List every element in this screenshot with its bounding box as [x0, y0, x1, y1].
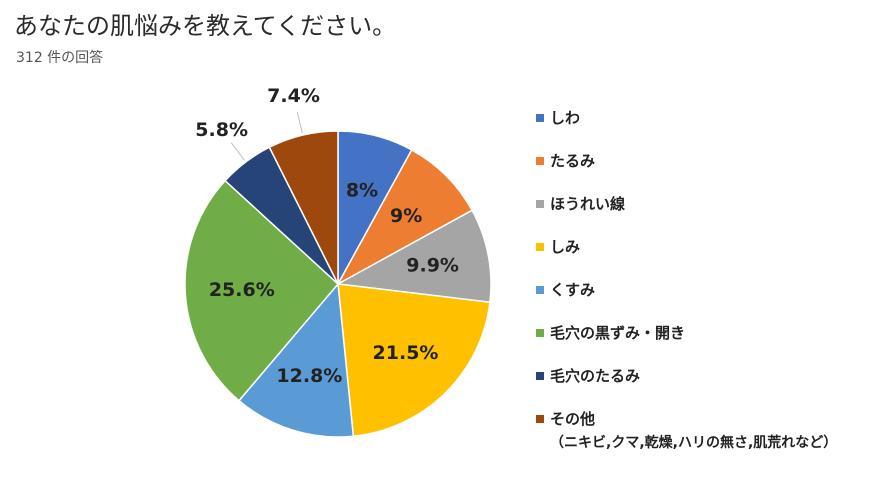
- pie-slice: [336, 148, 474, 286]
- data-label: 7.4%: [267, 85, 320, 107]
- legend-label: しわ: [550, 109, 581, 127]
- data-label: 25.6%: [209, 279, 275, 301]
- chart-legend: しわ たるみ ほうれい線 しみ くすみ 毛穴の黒ずみ・開き 毛穴のたるみ その他…: [536, 107, 876, 451]
- legend-label: その他: [550, 410, 596, 428]
- data-label: 8%: [346, 180, 378, 202]
- legend-label: 毛穴の黒ずみ・開き: [550, 324, 686, 342]
- data-label: 9%: [390, 205, 422, 227]
- legend-label: しみ: [550, 238, 581, 256]
- pie-slice: [335, 209, 492, 304]
- chart-title: あなたの肌悩みを教えてください。: [14, 12, 397, 40]
- response-count: 312 件の回答: [16, 50, 104, 66]
- legend-item: ほうれい線: [536, 193, 876, 236]
- pie-slice: [237, 282, 355, 438]
- pie-slice: [268, 130, 339, 285]
- legend-swatch: [536, 200, 544, 208]
- leader-line: [230, 142, 245, 161]
- legend-item: くすみ: [536, 279, 876, 322]
- legend-label: 毛穴のたるみ: [550, 367, 641, 385]
- legend-item: 毛穴のたるみ: [536, 365, 876, 408]
- data-label: 5.8%: [195, 119, 248, 141]
- legend-swatch: [536, 329, 544, 337]
- legend-note: （ニキビ,クマ,乾燥,ハリの無さ,肌荒れなど）: [550, 435, 838, 451]
- legend-item: 毛穴の黒ずみ・開き: [536, 322, 876, 365]
- data-label: 12.8%: [276, 365, 342, 387]
- legend-swatch: [536, 372, 544, 380]
- legend-item: その他 （ニキビ,クマ,乾燥,ハリの無さ,肌荒れなど）: [536, 408, 876, 451]
- pie-slice: [337, 283, 491, 438]
- leader-line: [296, 111, 303, 134]
- legend-label: くすみ: [550, 281, 596, 299]
- legend-item: しみ: [536, 236, 876, 279]
- pie-slice: [184, 179, 340, 402]
- legend-label: たるみ: [550, 152, 596, 170]
- legend-swatch: [536, 157, 544, 165]
- legend-item: たるみ: [536, 150, 876, 193]
- data-label: 21.5%: [373, 342, 439, 364]
- data-label: 9.9%: [406, 255, 459, 277]
- legend-label: ほうれい線: [550, 195, 626, 213]
- legend-swatch: [536, 415, 544, 423]
- legend-item: しわ: [536, 107, 876, 150]
- legend-swatch: [536, 243, 544, 251]
- legend-swatch: [536, 114, 544, 122]
- legend-swatch: [536, 286, 544, 294]
